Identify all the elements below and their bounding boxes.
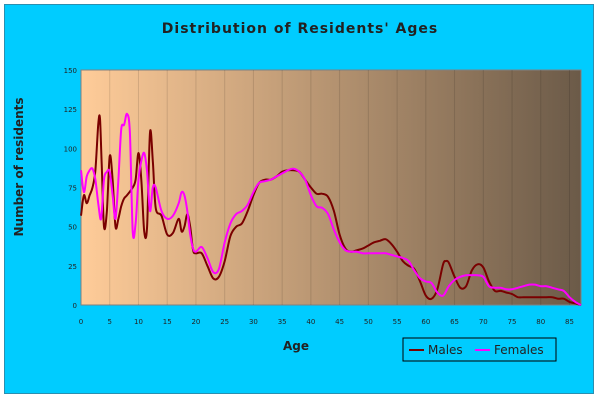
x-tick-label: 75: [508, 318, 517, 326]
x-tick-label: 60: [421, 318, 430, 326]
series-line-females: [80, 112, 582, 306]
legend-label-females: Females: [494, 343, 544, 357]
x-tick-label: 80: [536, 318, 545, 326]
y-tick-label: 50: [68, 224, 77, 232]
x-tick-label: 25: [220, 318, 229, 326]
plot-area: [80, 69, 582, 306]
x-tick-label: 0: [79, 318, 83, 326]
x-tick-label: 35: [278, 318, 287, 326]
y-tick-label: 25: [68, 263, 77, 271]
y-tick-label: 75: [68, 185, 77, 193]
grid: [109, 70, 571, 305]
series-lines: [80, 112, 582, 306]
x-tick-label: 85: [565, 318, 574, 326]
x-tick-label: 30: [249, 318, 258, 326]
tick-labels: 0 5 10 15 20 25 30 35 40 45 50 55 60 65 70 75 80 85 0 25 50 7…: [64, 67, 574, 326]
age-distribution-chart: Distribution of Residents' Ages 0 5 10 15 20…: [12, 21, 582, 362]
y-tick-label: 125: [64, 106, 77, 114]
chart-title: Distribution of Residents' Ages: [162, 21, 438, 37]
x-axis-title: Age: [283, 339, 309, 353]
y-tick-label: 100: [64, 145, 77, 153]
x-tick-label: 50: [364, 318, 373, 326]
legend-label-males: Males: [428, 343, 463, 357]
x-tick-label: 55: [393, 318, 402, 326]
x-tick-label: 15: [163, 318, 172, 326]
y-tick-label: 150: [64, 67, 77, 75]
x-tick-label: 20: [191, 318, 200, 326]
x-tick-label: 5: [108, 318, 112, 326]
x-tick-label: 45: [335, 318, 344, 326]
legend: Males Females: [402, 337, 557, 362]
chart-frame: Distribution of Residents' Ages 0 5 10 15 20…: [4, 4, 594, 394]
y-axis-title: Number of residents: [12, 97, 26, 236]
x-tick-label: 10: [134, 318, 143, 326]
y-tick-label: 0: [73, 302, 77, 310]
x-tick-label: 70: [479, 318, 488, 326]
x-tick-label: 65: [450, 318, 459, 326]
x-tick-label: 40: [306, 318, 315, 326]
